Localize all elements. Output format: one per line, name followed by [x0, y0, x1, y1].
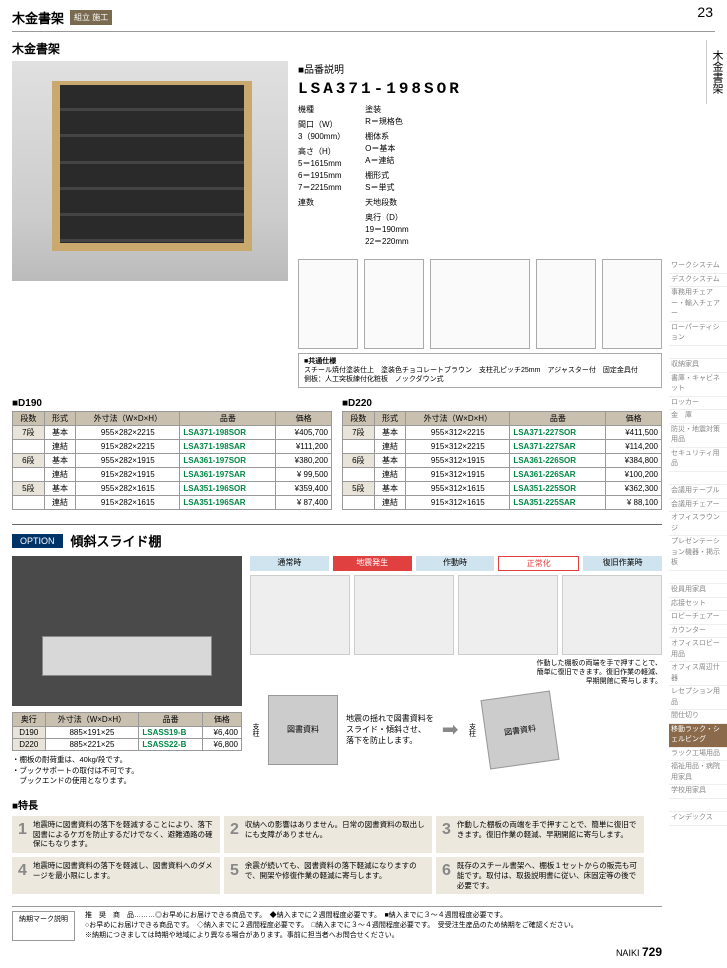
side-category-list: ワークシステムデスクシステム事務用チェアー・輸入チェアーローパーティション 収納…: [669, 260, 727, 826]
option-badge: OPTION: [12, 534, 63, 548]
side-tab: 木金書架: [706, 40, 727, 104]
diagram-row: [298, 259, 662, 349]
subtitle: 木金書架: [12, 40, 662, 57]
common-spec: ■共通仕様 スチール焼付塗装仕上 塗装色チョコレートブラウン 支柱孔ピッチ25m…: [298, 353, 662, 388]
header-badge: 組立 施工: [70, 10, 112, 25]
option-table: 奥行外寸法（W×D×H）品番価格D190885×191×25LSASS19-B¥…: [12, 712, 242, 751]
page-header: 木金書架 組立 施工: [12, 8, 715, 32]
footer-label: 納期マーク説明: [12, 911, 75, 940]
spec-right: 塗装 R＝規格色棚体系 O＝基本 A＝連結棚形式 S＝単式天地段数奥行（D） 1…: [365, 104, 409, 251]
option-image: [12, 556, 242, 706]
d220-table: 段数形式外寸法（W×D×H）品番価格7段基本955×312×2215LSA371…: [342, 411, 662, 510]
page-number-top: 23: [697, 4, 713, 20]
option-title: 傾斜スライド棚: [71, 531, 162, 550]
header-title: 木金書架: [12, 8, 64, 27]
flow-labels: 通常時地震発生作動時正常化復旧作業時: [250, 556, 662, 571]
footer: 納期マーク説明 推 奨 商 品………◎お早めにお届けできる商品です。 ◆納入まで…: [12, 906, 662, 940]
spec-left: 機種間口（W） 3（900mm）高さ（H） 5＝1615mm 6＝1915mm …: [298, 104, 345, 251]
flow-images: [250, 575, 662, 655]
d190-table: 段数形式外寸法（W×D×H）品番価格7段基本955×282×2215LSA371…: [12, 411, 332, 510]
product-image: [12, 61, 288, 281]
footer-page: NAIKI 729: [12, 945, 662, 959]
center-diagram: 支柱 図書資料 地震の揺れで図書資料を スライド・傾斜させ、 落下を防止します。…: [250, 695, 662, 765]
features-label: ■特長: [12, 797, 662, 812]
model-code: LSA371-198SOR: [298, 80, 662, 98]
option-notes: ・棚板の耐荷重は、40kg/段です。 ・ブックサポートの取付は不可です。 ブック…: [12, 755, 242, 787]
features-grid: 1地震時に図書資料の落下を軽減することにより、落下図書によるケガを防止するだけで…: [12, 816, 662, 895]
model-label: ■品番説明: [298, 61, 662, 76]
flow-caption: 作動した棚板の両端を手で押すことで、 簡単に復旧できます。復旧作業の軽減、 早期…: [250, 659, 662, 686]
d220-label: ■D220: [342, 398, 662, 409]
d190-label: ■D190: [12, 398, 332, 409]
